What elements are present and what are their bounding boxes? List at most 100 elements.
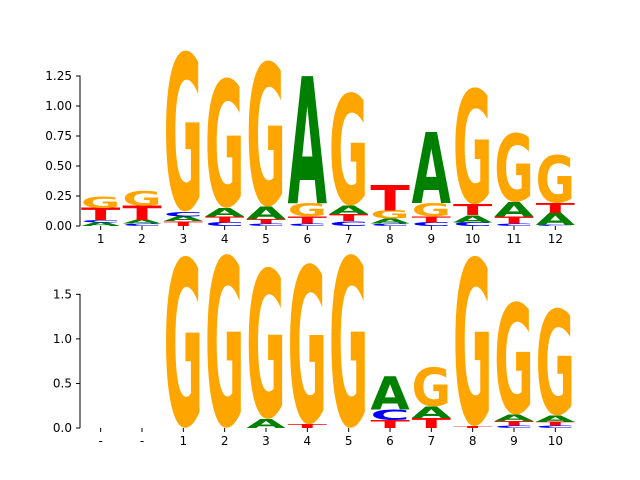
logo-letter-a: A — [370, 368, 409, 421]
logo-letter-g: G — [205, 46, 244, 246]
logo-letter-g: G — [122, 187, 161, 210]
logo-letter-t: T — [370, 418, 410, 431]
logo-letter-c: C — [494, 425, 533, 429]
logo-letter-c: C — [329, 220, 368, 227]
y-tick-label: 1.00 — [45, 99, 72, 113]
x-tick-label: 11 — [506, 232, 521, 246]
logo-letter-t: T — [246, 218, 285, 226]
logo-letter-a: A — [246, 204, 286, 223]
y-tick-label: 0.5 — [53, 376, 72, 390]
y-tick-label: 0.0 — [53, 421, 72, 435]
x-tick-label: 2 — [221, 434, 229, 448]
logo-letter-g: G — [412, 199, 451, 220]
logo-letter-a: A — [205, 206, 245, 219]
x-tick-label: 7 — [345, 232, 353, 246]
x-tick-label: 6 — [304, 232, 312, 246]
x-tick-label: 6 — [386, 434, 394, 448]
x-tick-label: 3 — [262, 434, 270, 448]
logo-letter-g: G — [494, 117, 533, 224]
logo-letter-g: G — [81, 193, 120, 211]
logo-letter-a: A — [288, 43, 327, 245]
x-tick-label: 8 — [469, 434, 477, 448]
logo-letter-g: G — [453, 59, 492, 239]
logo-letter-t: T — [536, 421, 575, 427]
logo-letter-g: G — [370, 209, 409, 222]
logo-letter-t: T — [494, 215, 533, 226]
x-tick-label: 8 — [386, 232, 394, 246]
logo-letter-c: C — [288, 223, 327, 227]
y-tick-label: 0.75 — [45, 129, 72, 143]
x-tick-label: 1 — [97, 232, 105, 246]
x-tick-label: - — [98, 434, 102, 448]
logo-letter-c: C — [246, 223, 285, 227]
logo-letter-a: A — [122, 219, 161, 225]
x-tick-label: 4 — [304, 434, 312, 448]
logo-letter-g: G — [205, 213, 244, 480]
logo-letter-g: G — [329, 213, 368, 480]
logo-letter-a: A — [164, 215, 203, 223]
x-tick-label: 5 — [345, 434, 353, 448]
y-tick-label: 1.5 — [53, 287, 72, 301]
logo-letter-t: T — [205, 215, 244, 225]
logo-letter-t: T — [329, 212, 368, 223]
logo-letter-c: C — [494, 223, 533, 227]
logo-letter-c: C — [164, 210, 203, 217]
logo-letter-g: G — [164, 214, 203, 478]
logo-letter-c: C — [536, 425, 575, 429]
logo-letter-c: C — [412, 221, 451, 227]
logo-letter-t: T — [288, 423, 327, 429]
logo-letter-g: G — [329, 66, 368, 240]
logo-letter-a: A — [536, 210, 576, 229]
logo-letter-t: T — [164, 220, 203, 228]
logo-letter-t: T — [536, 201, 576, 216]
y-tick-label: 0.00 — [45, 219, 72, 233]
logo-letter-g: G — [164, 13, 203, 260]
logo-letter-c: C — [453, 221, 492, 227]
logo-letter-t: T — [288, 215, 327, 226]
x-tick-label: 7 — [428, 434, 436, 448]
logo-letter-a: A — [81, 221, 120, 227]
x-tick-label: - — [140, 434, 144, 448]
logo-letter-t: T — [81, 205, 120, 224]
logo-letter-c: C — [122, 223, 161, 227]
logo-letter-a: A — [246, 417, 286, 431]
logo-letter-t: T — [412, 215, 451, 225]
logo-letter-a: A — [412, 403, 451, 422]
logo-letter-a: A — [494, 198, 534, 221]
logo-letter-g: G — [536, 143, 575, 218]
bottom-logo-panel: 0.00.51.01.5- -1 2 3 4 5 6 7 8 9 10G G AG TG G TCATAGTG… — [53, 213, 576, 480]
logo-letter-c: C — [370, 407, 409, 423]
logo-letter-g: G — [246, 230, 285, 464]
x-tick-label: 9 — [428, 232, 436, 246]
logo-letter-t: T — [370, 179, 410, 219]
x-tick-label: 2 — [138, 232, 146, 246]
x-tick-label: 10 — [465, 232, 480, 246]
y-tick-label: 0.50 — [45, 159, 72, 173]
logo-letter-t: T — [494, 420, 533, 427]
logo-letter-a: A — [453, 213, 493, 225]
x-tick-label: 12 — [548, 232, 563, 246]
logo-letter-t: T — [453, 201, 493, 218]
y-tick-label: 1.0 — [53, 332, 72, 346]
logo-letter-g: G — [453, 215, 492, 476]
logo-letter-g: G — [494, 275, 533, 449]
x-tick-label: 9 — [510, 434, 518, 448]
logo-letter-c: C — [205, 221, 244, 227]
logo-letter-t: T — [412, 415, 452, 431]
logo-letter-t: T — [122, 202, 162, 225]
x-tick-label: 5 — [262, 232, 270, 246]
y-tick-label: 0.25 — [45, 189, 72, 203]
logo-letter-a: A — [494, 413, 534, 423]
x-tick-label: 4 — [221, 232, 229, 246]
logo-letter-a: A — [412, 114, 451, 227]
x-tick-label: 1 — [180, 434, 188, 448]
logo-letter-c: C — [370, 223, 409, 227]
x-tick-label: 10 — [548, 434, 563, 448]
logo-letter-g: G — [288, 225, 327, 472]
logo-letter-t: T — [453, 426, 493, 429]
top-logo-panel: 0.000.250.500.751.001.251 2 3 4 5 6 7 8 9 10 11 12A… — [45, 13, 576, 260]
logo-letter-g: G — [536, 282, 575, 448]
logo-letter-a: A — [329, 203, 369, 216]
logo-letter-c: C — [81, 219, 120, 223]
